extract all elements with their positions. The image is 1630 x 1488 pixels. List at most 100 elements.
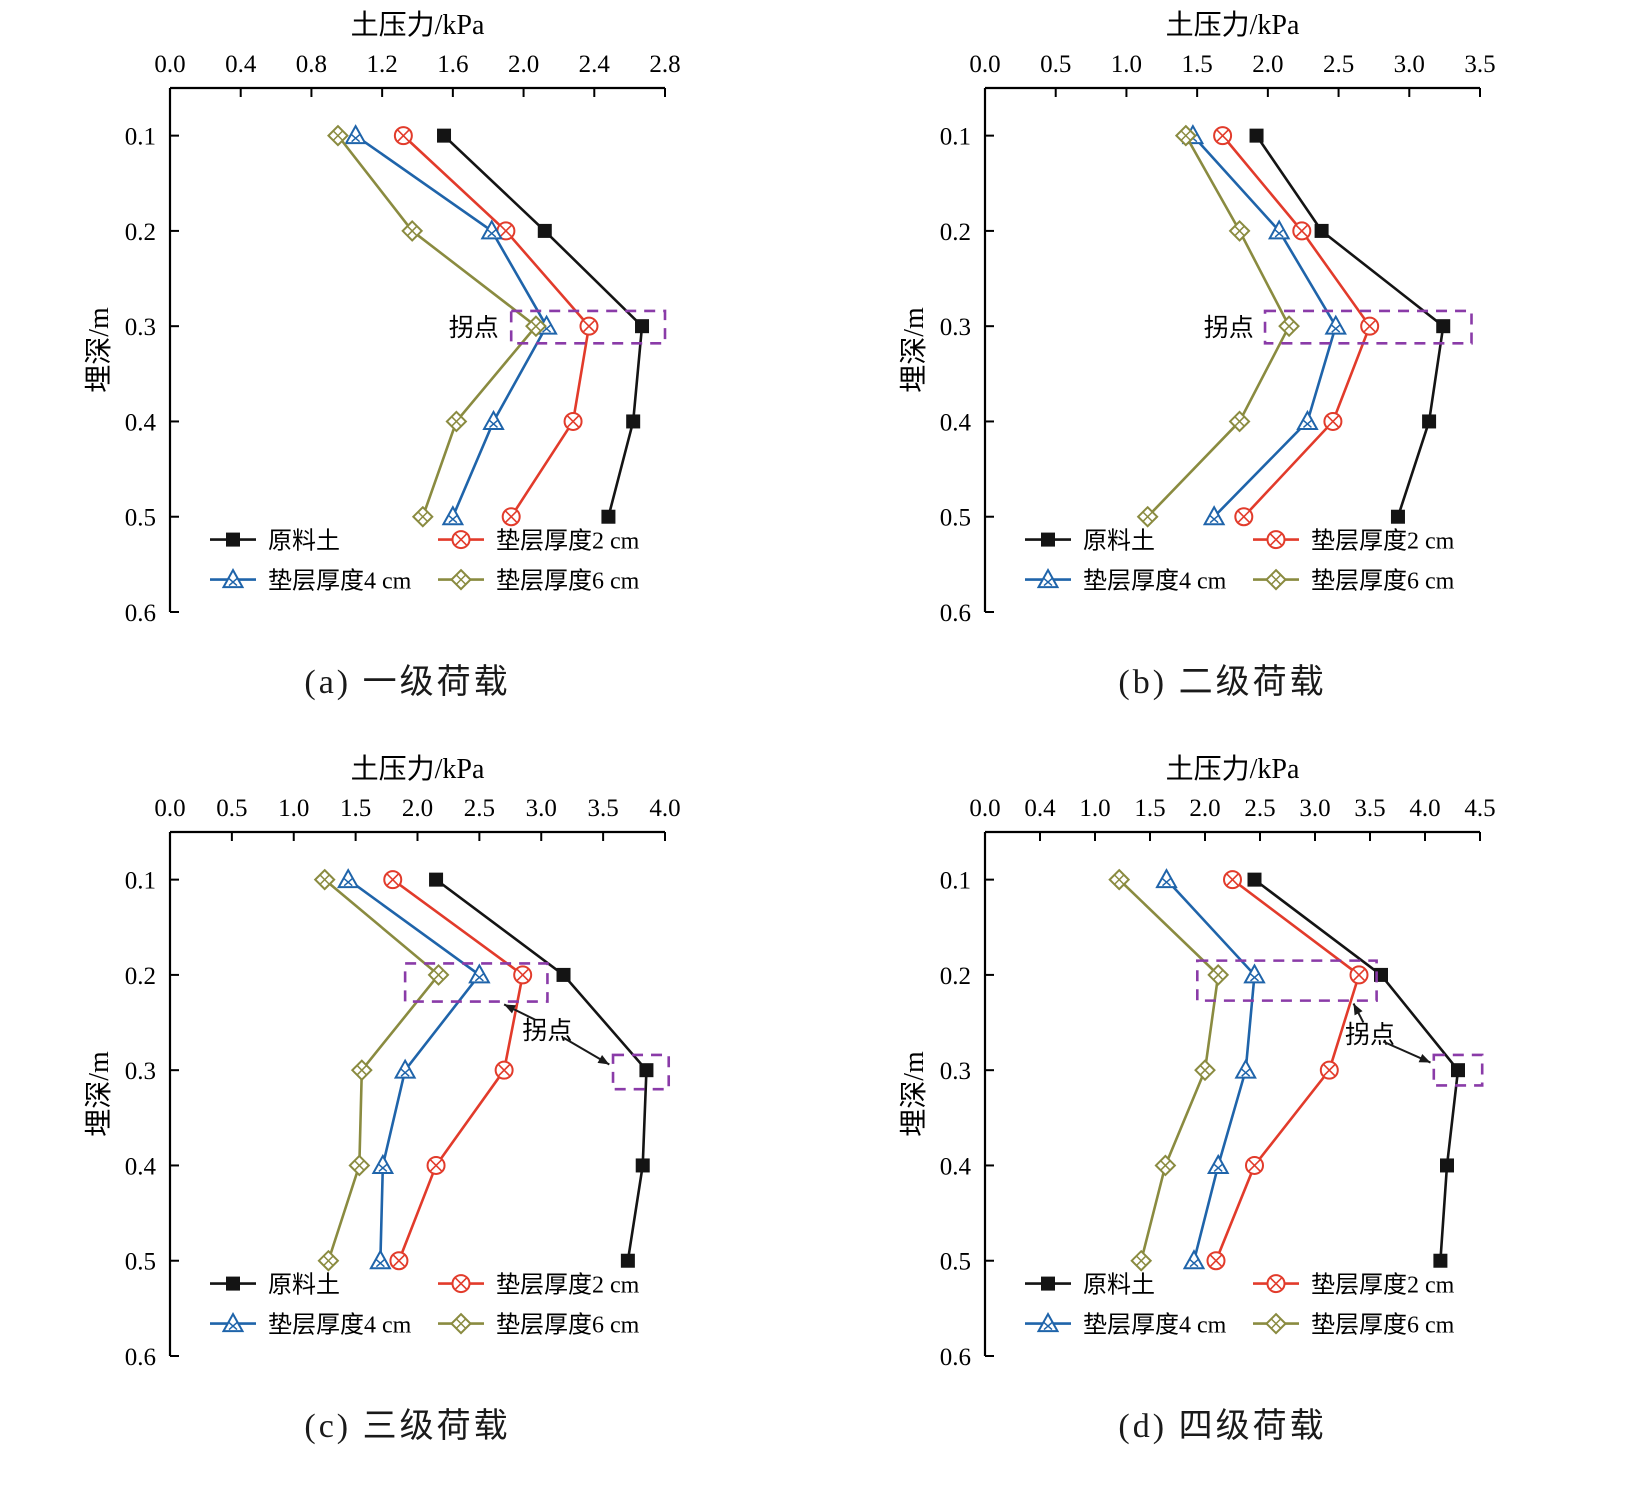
y-tick-label: 0.5 bbox=[940, 1249, 971, 1276]
triangle-x-marker bbox=[221, 568, 245, 589]
series-4 bbox=[1136, 124, 1300, 528]
square-marker bbox=[1422, 414, 1437, 429]
x-tick-label: 0.0 bbox=[154, 51, 185, 78]
chart-panel-a: 0.0 0.4 0.8 1.2 1.6 2.0 2.4 2.8 0.1 0.2 0.3 0.4 0.5 0… bbox=[0, 0, 815, 744]
inflection-label: 拐点 bbox=[449, 314, 499, 342]
triangle-x-marker bbox=[1155, 868, 1178, 889]
legend: 原料土 垫层厚度2 cm 垫层厚度4 cm 垫层厚度6 cm bbox=[210, 528, 640, 595]
triangle-x-marker bbox=[468, 963, 491, 984]
legend-label: 垫层厚度2 cm bbox=[496, 1272, 640, 1299]
circle-x-marker bbox=[1319, 1060, 1339, 1080]
x-tick-label: 2.0 bbox=[1252, 51, 1283, 78]
legend-item: 垫层厚度2 cm bbox=[1253, 1272, 1455, 1299]
y-tick-label: 0.4 bbox=[940, 409, 972, 436]
triangle-x-marker bbox=[1324, 314, 1347, 335]
triangle-x-marker bbox=[1182, 1249, 1206, 1270]
diamond-x-marker bbox=[525, 315, 547, 338]
legend-label: 垫层厚度6 cm bbox=[1311, 568, 1455, 595]
circle-x-marker bbox=[1323, 411, 1343, 431]
inflection-rect bbox=[1195, 959, 1378, 1002]
diamond-x-marker bbox=[1265, 568, 1287, 591]
inflection-rect bbox=[611, 1053, 671, 1091]
legend-item: 垫层厚度6 cm bbox=[1253, 568, 1455, 595]
circle-x-marker bbox=[1292, 221, 1312, 241]
chart-panel-c: 0.0 0.5 1.0 1.5 2.0 2.5 3.0 3.5 4.0 0.1 0.2 0.3 0.4 0… bbox=[0, 744, 815, 1488]
triangle-x-marker bbox=[1243, 963, 1266, 984]
legend-item: 垫层厚度6 cm bbox=[1253, 1312, 1455, 1339]
x-tick-label: 2.8 bbox=[649, 51, 680, 78]
inflection-annotation: 拐点 bbox=[1204, 309, 1473, 345]
triangle-x-marker bbox=[1036, 568, 1060, 589]
axes: 0.0 0.4 0.8 1.2 1.6 2.0 2.4 2.8 0.1 0.2 0.3 0.4 0.5 0… bbox=[125, 51, 681, 627]
square-marker bbox=[626, 414, 641, 429]
square-marker bbox=[639, 1063, 654, 1078]
diamond-x-marker bbox=[450, 568, 472, 591]
y-tick-label: 0.1 bbox=[125, 868, 156, 895]
circle-x-marker bbox=[513, 965, 533, 985]
circle-x-marker bbox=[1360, 316, 1380, 336]
square-marker bbox=[601, 509, 616, 524]
series-line bbox=[435, 878, 648, 1261]
axes: 0.0 0.5 1.0 1.5 2.0 2.5 3.0 3.5 4.0 0.1 0.2 0.3 0.4 0… bbox=[125, 795, 681, 1371]
legend-item: 原料土 bbox=[1025, 528, 1155, 555]
triangle-x-marker bbox=[336, 868, 360, 889]
legend-item: 垫层厚度6 cm bbox=[438, 1312, 640, 1339]
y-tick-label: 0.1 bbox=[125, 124, 156, 151]
x-tick-label: 0.4 bbox=[225, 51, 257, 78]
square-marker bbox=[1390, 509, 1405, 524]
triangle-x-marker bbox=[1036, 1312, 1060, 1333]
series-4 bbox=[313, 868, 450, 1272]
x-tick-label: 2.5 bbox=[464, 795, 495, 822]
legend-item: 垫层厚度2 cm bbox=[1253, 528, 1455, 555]
y-tick-label: 0.5 bbox=[940, 505, 971, 532]
triangle-x-marker bbox=[369, 1249, 392, 1270]
legend-label: 垫层厚度6 cm bbox=[1311, 1312, 1455, 1339]
x-tick-label: 1.5 bbox=[340, 795, 371, 822]
diamond-x-marker bbox=[401, 219, 424, 242]
square-marker bbox=[1247, 872, 1262, 887]
square-marker bbox=[1440, 1158, 1454, 1173]
triangle-x-marker bbox=[1267, 219, 1291, 240]
x-tick-label: 1.2 bbox=[367, 51, 398, 78]
series-2 bbox=[1206, 870, 1369, 1271]
inflection-annotation: 拐点 bbox=[1195, 959, 1484, 1087]
diamond-x-marker bbox=[350, 1059, 373, 1082]
legend-label: 垫层厚度6 cm bbox=[496, 1312, 640, 1339]
y-tick-label: 0.2 bbox=[125, 963, 156, 990]
series-2 bbox=[1213, 126, 1380, 527]
square-marker bbox=[620, 1253, 635, 1268]
y-tick-label: 0.2 bbox=[940, 219, 971, 246]
x-tick-label: 4.0 bbox=[1409, 795, 1440, 822]
inflection-label: 拐点 bbox=[522, 1017, 572, 1045]
x-tick-label: 3.0 bbox=[1299, 795, 1330, 822]
diamond-x-marker bbox=[445, 410, 468, 433]
series-1 bbox=[1249, 128, 1451, 524]
chart-b-caption: (b) 二级荷载 bbox=[1118, 664, 1327, 701]
legend-label: 垫层厚度4 cm bbox=[1083, 568, 1227, 595]
triangle-x-marker bbox=[221, 1312, 245, 1333]
legend: 原料土 垫层厚度2 cm 垫层厚度4 cm 垫层厚度6 cm bbox=[1025, 528, 1455, 595]
x-tick-label: 1.0 bbox=[278, 795, 309, 822]
inflection-annotation: 拐点 bbox=[449, 309, 667, 345]
series-4 bbox=[327, 124, 547, 528]
x-tick-label: 3.0 bbox=[1394, 51, 1425, 78]
y-tick-label: 0.6 bbox=[940, 1344, 971, 1371]
legend-label: 原料土 bbox=[268, 528, 340, 555]
y-tick-label: 0.6 bbox=[940, 600, 971, 627]
circle-x-marker bbox=[1234, 507, 1254, 527]
diamond-x-marker bbox=[450, 1312, 472, 1335]
chart-a-caption: (a) 一级荷载 bbox=[304, 664, 511, 701]
x-tick-label: 1.0 bbox=[1079, 795, 1110, 822]
x-tick-label: 2.0 bbox=[508, 51, 539, 78]
legend-item: 垫层厚度2 cm bbox=[438, 528, 640, 555]
x-tick-label: 0.0 bbox=[154, 795, 185, 822]
inflection-rect bbox=[509, 309, 667, 345]
circle-x-marker bbox=[451, 530, 471, 550]
diamond-x-marker bbox=[1278, 315, 1300, 338]
series-3 bbox=[336, 868, 491, 1270]
diamond-x-marker bbox=[348, 1154, 371, 1177]
x-tick-label: 2.0 bbox=[402, 795, 433, 822]
circle-x-marker bbox=[579, 316, 599, 336]
triangle-x-marker bbox=[344, 124, 367, 145]
y-tick-label: 0.1 bbox=[940, 124, 971, 151]
